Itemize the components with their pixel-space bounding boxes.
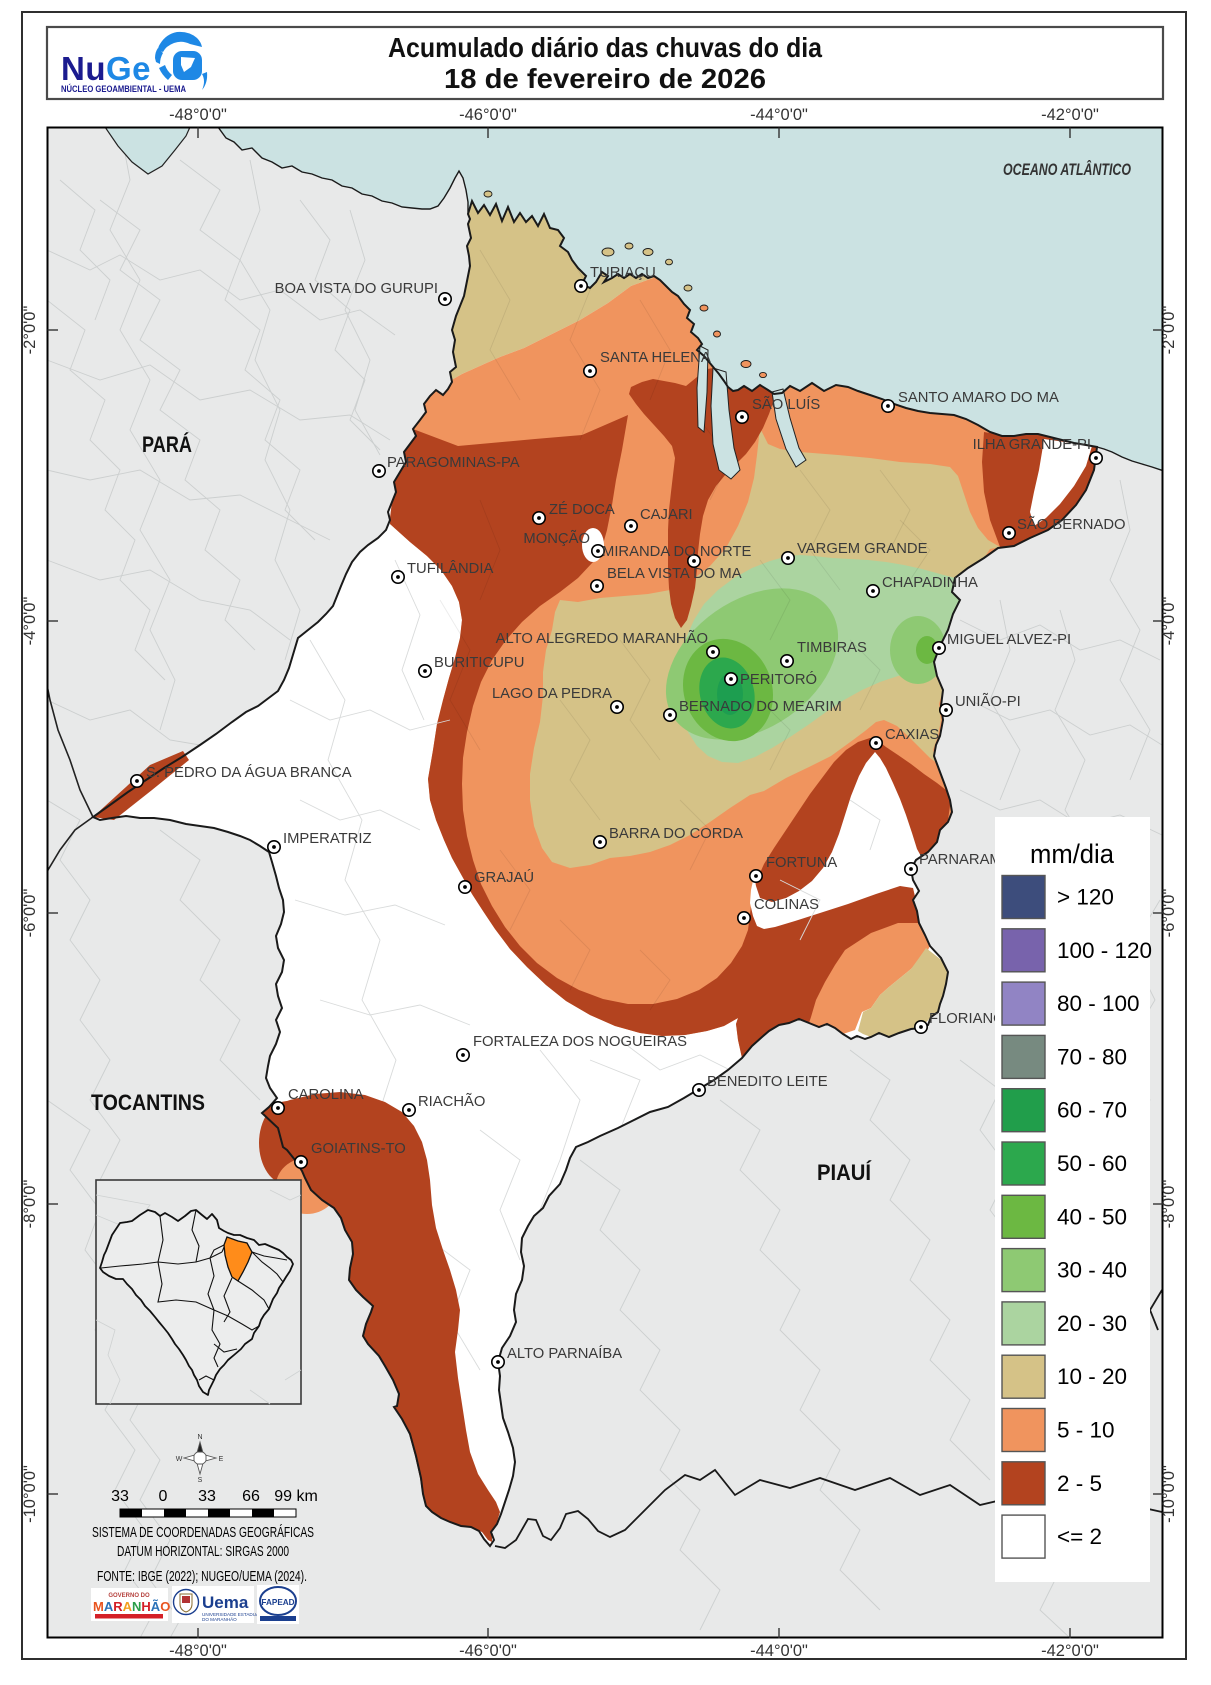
svg-text:MARANHÃO: MARANHÃO (93, 1599, 170, 1614)
svg-text:TOCANTINS: TOCANTINS (91, 1090, 205, 1115)
svg-text:BENEDITO LEITE: BENEDITO LEITE (707, 1074, 828, 1090)
svg-text:FLORIANO: FLORIANO (929, 1011, 1005, 1027)
svg-text:MIRANDA DO NORTE: MIRANDA DO NORTE (602, 544, 751, 560)
svg-text:-46°0'0": -46°0'0" (459, 106, 517, 124)
svg-text:ILHA GRANDE-PI: ILHA GRANDE-PI (973, 437, 1091, 453)
svg-text:DATUM HORIZONTAL: SIRGAS 2000: DATUM HORIZONTAL: SIRGAS 2000 (117, 1543, 289, 1560)
svg-text:-44°0'0": -44°0'0" (750, 106, 808, 124)
svg-text:DO MARANHÃO: DO MARANHÃO (202, 1616, 237, 1622)
svg-text:PARÁ: PARÁ (142, 432, 192, 457)
svg-text:70 - 80: 70 - 80 (1057, 1044, 1127, 1069)
svg-text:ALTO ALEGREDO MARANHÃO: ALTO ALEGREDO MARANHÃO (496, 630, 708, 647)
svg-text:SANTA HELENA: SANTA HELENA (600, 350, 711, 366)
svg-text:MIGUEL ALVEZ-PI: MIGUEL ALVEZ-PI (947, 632, 1071, 648)
svg-text:LAGO DA PEDRA: LAGO DA PEDRA (492, 686, 612, 702)
svg-text:Uema: Uema (202, 1593, 249, 1612)
svg-text:NuGe: NuGe (61, 50, 151, 87)
svg-text:PIAUÍ: PIAUÍ (817, 1160, 872, 1185)
svg-text:18 de fevereiro de 2026: 18 de fevereiro de 2026 (444, 63, 766, 94)
svg-text:-42°0'0": -42°0'0" (1041, 106, 1099, 124)
svg-text:IMPERATRIZ: IMPERATRIZ (283, 831, 372, 847)
svg-text:-6°0'0": -6°0'0" (1160, 889, 1178, 938)
svg-text:-46°0'0": -46°0'0" (459, 1642, 517, 1660)
svg-text:CAXIAS: CAXIAS (885, 727, 939, 743)
svg-text:E: E (219, 1456, 224, 1463)
svg-text:40 - 50: 40 - 50 (1057, 1204, 1127, 1229)
svg-text:MONÇÃO: MONÇÃO (523, 530, 590, 547)
svg-text:ALTO PARNAÍBA: ALTO PARNAÍBA (507, 1345, 622, 1362)
svg-text:NÚCLEO GEOAMBIENTAL - UEMA: NÚCLEO GEOAMBIENTAL - UEMA (61, 83, 186, 94)
svg-text:PARAGOMINAS-PA: PARAGOMINAS-PA (387, 455, 520, 471)
svg-text:5 - 10: 5 - 10 (1057, 1418, 1115, 1443)
svg-text:S: S (198, 1477, 203, 1484)
svg-text:99 km: 99 km (274, 1488, 318, 1505)
svg-text:GRAJAÚ: GRAJAÚ (474, 869, 534, 886)
svg-text:PARNARAMA: PARNARAMA (919, 852, 1012, 868)
svg-text:10 - 20: 10 - 20 (1057, 1364, 1127, 1389)
svg-text:<= 2: <= 2 (1057, 1524, 1102, 1549)
svg-text:BURITICUPU: BURITICUPU (434, 655, 524, 671)
svg-text:-2°0'0": -2°0'0" (1160, 306, 1178, 355)
svg-text:FORTALEZA DOS NOGUEIRAS: FORTALEZA DOS NOGUEIRAS (473, 1034, 687, 1050)
svg-text:COLINAS: COLINAS (754, 897, 819, 913)
svg-text:100 - 120: 100 - 120 (1057, 938, 1152, 963)
svg-text:FAPEAD: FAPEAD (261, 1598, 294, 1607)
svg-text:33: 33 (198, 1488, 216, 1505)
svg-text:CAROLINA: CAROLINA (288, 1087, 364, 1103)
svg-text:BOA VISTA DO GURUPI: BOA VISTA DO GURUPI (275, 281, 438, 297)
svg-text:50 - 60: 50 - 60 (1057, 1151, 1127, 1176)
svg-text:BELA VISTA DO MA: BELA VISTA DO MA (607, 566, 742, 582)
svg-text:S. PEDRO DA ÁGUA BRANCA: S. PEDRO DA ÁGUA BRANCA (146, 764, 352, 781)
svg-text:-2°0'0": -2°0'0" (21, 306, 39, 355)
svg-text:GOVERNO DO: GOVERNO DO (108, 1593, 150, 1599)
svg-text:20 - 30: 20 - 30 (1057, 1311, 1127, 1336)
svg-text:Acumulado diário das chuvas do: Acumulado diário das chuvas do dia (388, 32, 823, 63)
svg-text:UNIVERSIDADE ESTADUAL: UNIVERSIDADE ESTADUAL (202, 1612, 262, 1617)
svg-text:-4°0'0": -4°0'0" (21, 597, 39, 646)
svg-text:PERITORÓ: PERITORÓ (740, 671, 817, 688)
svg-text:0: 0 (159, 1488, 168, 1505)
svg-text:-48°0'0": -48°0'0" (169, 106, 227, 124)
svg-text:-10°0'0": -10°0'0" (21, 1465, 39, 1523)
svg-text:RIACHÃO: RIACHÃO (418, 1093, 485, 1110)
svg-text:60 - 70: 60 - 70 (1057, 1098, 1127, 1123)
svg-text:-4°0'0": -4°0'0" (1160, 597, 1178, 646)
svg-text:> 120: > 120 (1057, 885, 1114, 910)
svg-text:-42°0'0": -42°0'0" (1041, 1642, 1099, 1660)
svg-text:-8°0'0": -8°0'0" (1160, 1180, 1178, 1229)
svg-text:SÃO BERNADO: SÃO BERNADO (1017, 516, 1126, 533)
svg-text:TUFILÂNDIA: TUFILÂNDIA (407, 560, 493, 577)
svg-text:GOIATINS-TO: GOIATINS-TO (311, 1141, 406, 1157)
svg-text:-10°0'0": -10°0'0" (1160, 1465, 1178, 1523)
svg-text:66: 66 (242, 1488, 260, 1505)
svg-text:W: W (176, 1456, 183, 1463)
svg-text:SANTO AMARO DO MA: SANTO AMARO DO MA (898, 390, 1059, 406)
svg-text:80 - 100: 80 - 100 (1057, 991, 1140, 1016)
svg-text:N: N (197, 1434, 202, 1441)
svg-text:-48°0'0": -48°0'0" (169, 1642, 227, 1660)
svg-text:SÃO LUÍS: SÃO LUÍS (752, 396, 820, 413)
svg-text:FORTUNA: FORTUNA (766, 855, 837, 871)
svg-text:33: 33 (111, 1488, 129, 1505)
svg-text:CHAPADINHA: CHAPADINHA (882, 575, 978, 591)
svg-text:CAJARI: CAJARI (640, 507, 693, 523)
svg-text:-8°0'0": -8°0'0" (21, 1180, 39, 1229)
svg-text:OCEANO ATLÂNTICO: OCEANO ATLÂNTICO (1003, 160, 1131, 179)
svg-text:30 - 40: 30 - 40 (1057, 1258, 1127, 1283)
svg-text:VARGEM GRANDE: VARGEM GRANDE (797, 541, 928, 557)
svg-text:-44°0'0": -44°0'0" (750, 1642, 808, 1660)
svg-text:TURIAÇU: TURIAÇU (590, 265, 656, 281)
svg-text:ZÉ DOCA: ZÉ DOCA (549, 501, 615, 518)
svg-text:-6°0'0": -6°0'0" (21, 889, 39, 938)
svg-text:FONTE: IBGE (2022); NUGEO/UEMA: FONTE: IBGE (2022); NUGEO/UEMA (2024). (97, 1568, 307, 1585)
svg-text:2 - 5: 2 - 5 (1057, 1471, 1102, 1496)
svg-text:UNIÃO-PI: UNIÃO-PI (955, 693, 1021, 710)
svg-text:BERNADO DO MEARIM: BERNADO DO MEARIM (679, 699, 842, 715)
svg-text:SISTEMA DE COORDENADAS GEOGRÁF: SISTEMA DE COORDENADAS GEOGRÁFICAS (92, 1524, 314, 1541)
svg-text:mm/dia: mm/dia (1030, 839, 1115, 869)
svg-text:BARRA DO CORDA: BARRA DO CORDA (609, 826, 743, 842)
svg-text:TIMBIRAS: TIMBIRAS (797, 640, 867, 656)
